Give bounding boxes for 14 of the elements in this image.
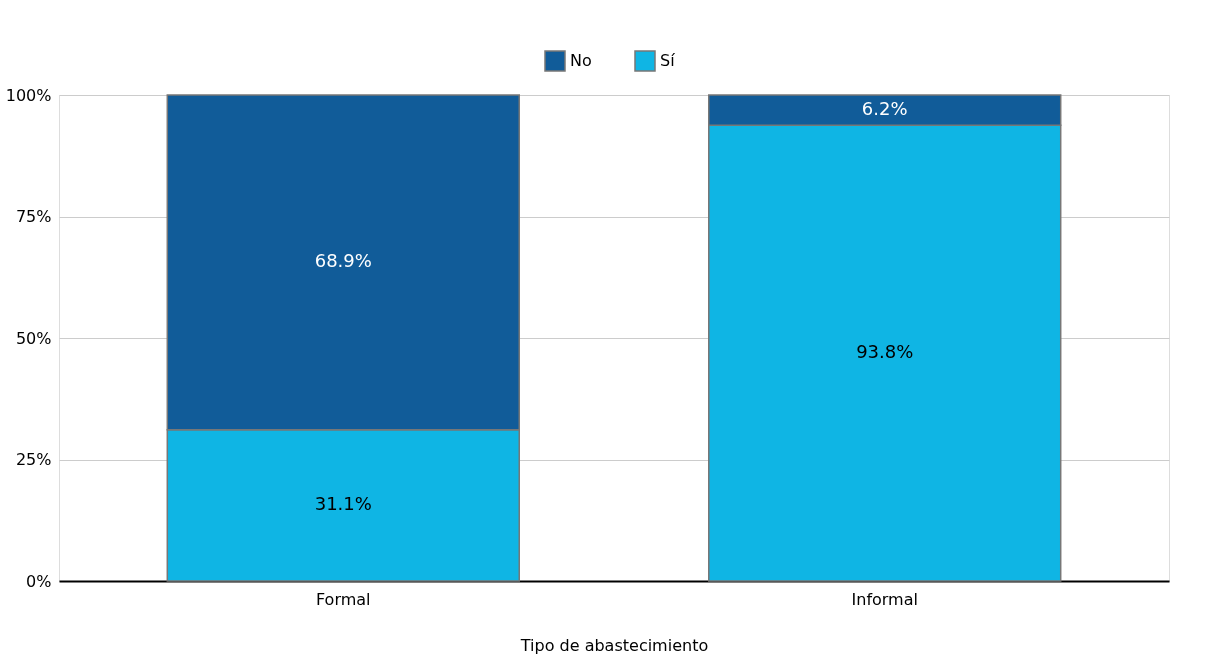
x-axis-title: Tipo de abastecimiento bbox=[519, 635, 709, 655]
legend-label: Sí bbox=[660, 51, 676, 70]
y-tick-label: 0% bbox=[26, 571, 52, 591]
legend-label: No bbox=[570, 51, 592, 70]
text: 6.2% bbox=[861, 98, 908, 120]
y-tick-label: 25% bbox=[15, 450, 52, 469]
y-tick-label: 100% bbox=[5, 85, 52, 105]
x-tick-label: Formal bbox=[315, 589, 371, 609]
y-tick-label: 50% bbox=[15, 328, 52, 348]
x-tick-label: Informal bbox=[851, 589, 918, 609]
text: 68.9% bbox=[314, 250, 372, 272]
text: 31.1% bbox=[314, 493, 372, 515]
text: 93.8% bbox=[856, 341, 914, 363]
y-tick-label: 75% bbox=[15, 207, 52, 226]
